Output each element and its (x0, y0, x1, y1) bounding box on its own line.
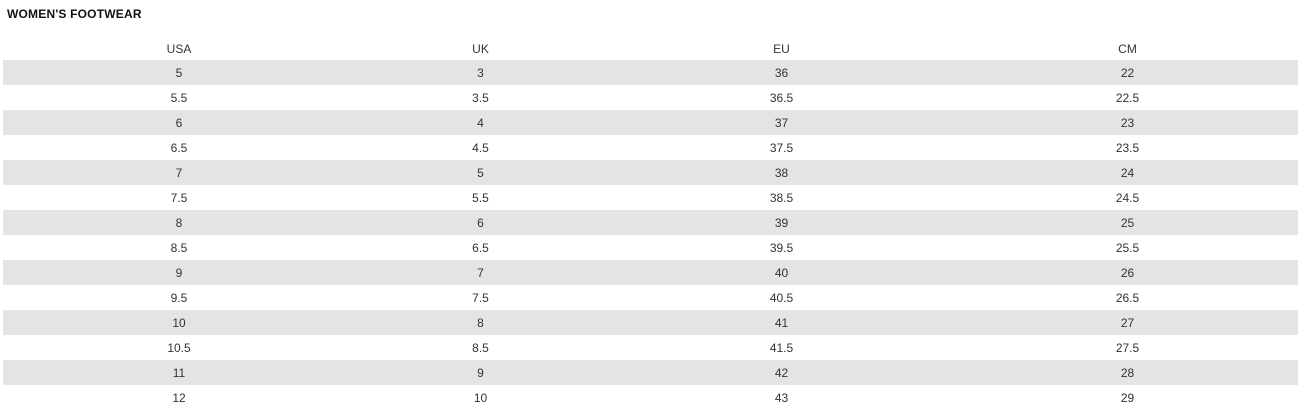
size-cell-uk: 4.5 (472, 140, 489, 155)
size-cell-usa: 5 (3, 60, 355, 85)
size-cell-usa: 8.5 (170, 240, 188, 255)
size-cell-cm: 22.5 (1115, 90, 1140, 105)
size-cell-uk: 5 (355, 160, 606, 185)
size-cell-uk: 3 (355, 60, 606, 85)
size-cell-eu: 40.5 (769, 290, 794, 305)
size-cell-eu: 43 (774, 390, 789, 405)
table-row: 7 5 38 24 (3, 160, 1298, 185)
size-cell-uk: 10 (473, 390, 488, 405)
size-cell-uk: 4 (355, 110, 606, 135)
size-cell-cm: 22 (957, 60, 1298, 85)
table-row: 5 3 36 22 (3, 60, 1298, 85)
size-cell-usa: 12 (172, 390, 186, 405)
size-cell-uk: 7.5 (472, 290, 489, 305)
size-cell-eu: 39 (606, 210, 957, 235)
size-cell-cm: 29 (1120, 390, 1135, 405)
table-row: 11 9 42 28 (3, 360, 1298, 385)
size-cell-uk: 3.5 (472, 90, 489, 105)
size-chart-table: USA UK EU CM 5 3 36 22 5.5 3.5 36.5 22.5 6 4 37 23 6… (3, 37, 1298, 410)
size-cell-uk: 8 (355, 310, 606, 335)
size-cell-cm: 27 (957, 310, 1298, 335)
size-cell-usa: 5.5 (170, 90, 188, 105)
size-cell-eu: 41.5 (769, 340, 794, 355)
table-body: 5 3 36 22 5.5 3.5 36.5 22.5 6 4 37 23 6.5 4.5 37.5 23.5… (3, 60, 1298, 410)
size-cell-cm: 27.5 (1115, 340, 1140, 355)
size-cell-eu: 37 (606, 110, 957, 135)
size-cell-usa: 6 (3, 110, 355, 135)
size-cell-usa: 11 (3, 360, 355, 385)
size-cell-usa: 6.5 (170, 140, 188, 155)
size-cell-eu: 39.5 (769, 240, 794, 255)
size-cell-usa: 7.5 (170, 190, 188, 205)
column-header-uk: UK (472, 41, 489, 56)
column-header-cm: CM (1118, 41, 1137, 56)
column-header-usa: USA (166, 41, 192, 56)
size-cell-cm: 25.5 (1115, 240, 1140, 255)
size-cell-uk: 6 (355, 210, 606, 235)
size-cell-cm: 24.5 (1115, 190, 1140, 205)
size-cell-uk: 5.5 (472, 190, 489, 205)
size-cell-usa: 10.5 (167, 340, 191, 355)
size-cell-usa: 9 (3, 260, 355, 285)
size-cell-uk: 7 (355, 260, 606, 285)
table-row: 5.5 3.5 36.5 22.5 (3, 85, 1298, 110)
size-cell-eu: 38 (606, 160, 957, 185)
table-row: 10 8 41 27 (3, 310, 1298, 335)
size-cell-cm: 23.5 (1115, 140, 1140, 155)
page-title: WOMEN'S FOOTWEAR (7, 7, 142, 21)
size-cell-usa: 10 (3, 310, 355, 335)
size-cell-eu: 36.5 (769, 90, 794, 105)
size-cell-eu: 41 (606, 310, 957, 335)
size-cell-usa: 7 (3, 160, 355, 185)
table-row: 12 10 43 29 (3, 385, 1298, 410)
size-cell-cm: 24 (957, 160, 1298, 185)
size-cell-eu: 38.5 (769, 190, 794, 205)
size-cell-cm: 28 (957, 360, 1298, 385)
table-row: 9.5 7.5 40.5 26.5 (3, 285, 1298, 310)
size-cell-usa: 9.5 (170, 290, 188, 305)
size-cell-cm: 26 (957, 260, 1298, 285)
size-cell-cm: 23 (957, 110, 1298, 135)
table-row: 6.5 4.5 37.5 23.5 (3, 135, 1298, 160)
size-cell-eu: 36 (606, 60, 957, 85)
table-header-row: USA UK EU CM (3, 37, 1298, 60)
size-cell-uk: 8.5 (472, 340, 489, 355)
size-cell-usa: 8 (3, 210, 355, 235)
table-row: 8.5 6.5 39.5 25.5 (3, 235, 1298, 260)
column-header-eu: EU (773, 41, 790, 56)
table-row: 8 6 39 25 (3, 210, 1298, 235)
size-cell-uk: 6.5 (472, 240, 489, 255)
size-cell-cm: 25 (957, 210, 1298, 235)
size-cell-eu: 40 (606, 260, 957, 285)
size-cell-eu: 42 (606, 360, 957, 385)
table-row: 7.5 5.5 38.5 24.5 (3, 185, 1298, 210)
table-row: 10.5 8.5 41.5 27.5 (3, 335, 1298, 360)
size-cell-uk: 9 (355, 360, 606, 385)
size-cell-cm: 26.5 (1115, 290, 1140, 305)
size-cell-eu: 37.5 (769, 140, 794, 155)
table-row: 9 7 40 26 (3, 260, 1298, 285)
table-row: 6 4 37 23 (3, 110, 1298, 135)
